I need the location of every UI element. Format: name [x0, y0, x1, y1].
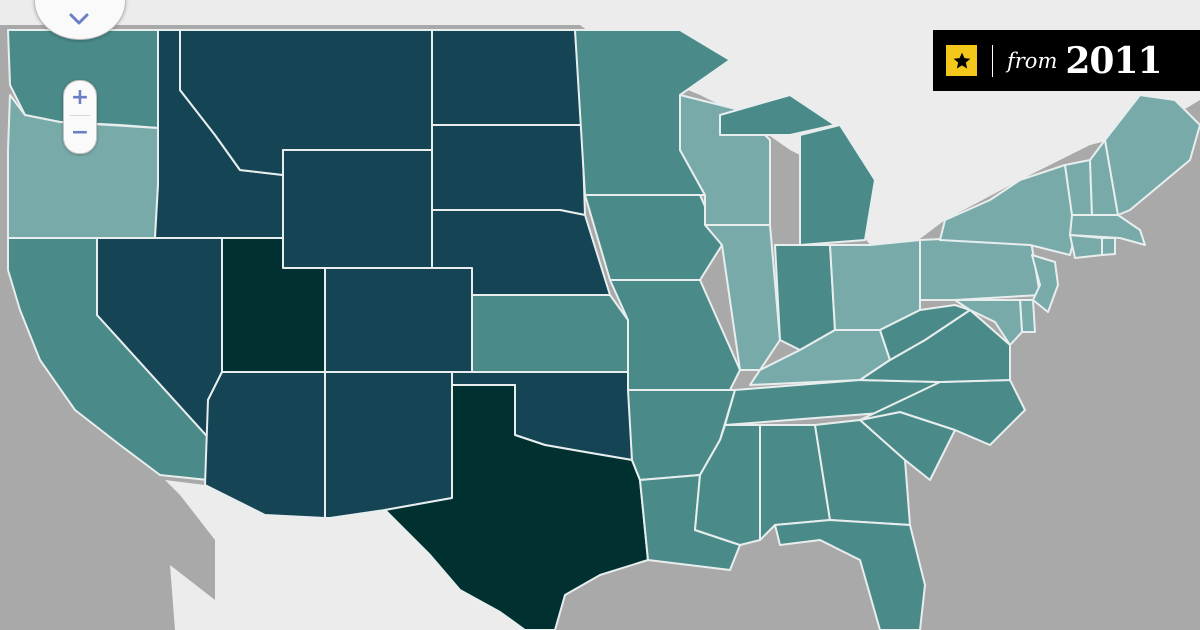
- mexico-land: [165, 480, 525, 630]
- state-ks[interactable]: [471, 294, 629, 373]
- state-me[interactable]: [1104, 94, 1200, 216]
- badge-year-text: 2011: [1065, 39, 1162, 82]
- state-fl[interactable]: [774, 519, 926, 630]
- state-nd[interactable]: [431, 29, 583, 126]
- state-nj[interactable]: [1031, 254, 1059, 313]
- state-tx[interactable]: [384, 384, 649, 630]
- badge-divider: [992, 44, 993, 77]
- state-nm[interactable]: [324, 371, 453, 519]
- chevron-down-icon[interactable]: [67, 11, 91, 31]
- year-badge: from 2011: [933, 30, 1200, 91]
- state-md[interactable]: [954, 299, 1023, 346]
- badge-from-text: from: [1007, 48, 1058, 73]
- state-ia[interactable]: [584, 194, 723, 281]
- state-wy[interactable]: [282, 149, 433, 269]
- state-ms[interactable]: [694, 424, 761, 546]
- state-mi[interactable]: [719, 94, 876, 246]
- state-ri[interactable]: [1101, 237, 1116, 256]
- state-ct[interactable]: [1069, 234, 1103, 259]
- state-co[interactable]: [324, 267, 473, 373]
- zoom-divider: [70, 115, 90, 116]
- zoom-control: + −: [63, 80, 97, 154]
- state-sd[interactable]: [431, 124, 586, 216]
- canada-land: [0, 0, 1200, 250]
- state-ga[interactable]: [814, 419, 911, 526]
- zoom-out-button[interactable]: −: [70, 120, 90, 145]
- zoom-in-button[interactable]: +: [70, 85, 90, 110]
- star-icon: [946, 45, 977, 76]
